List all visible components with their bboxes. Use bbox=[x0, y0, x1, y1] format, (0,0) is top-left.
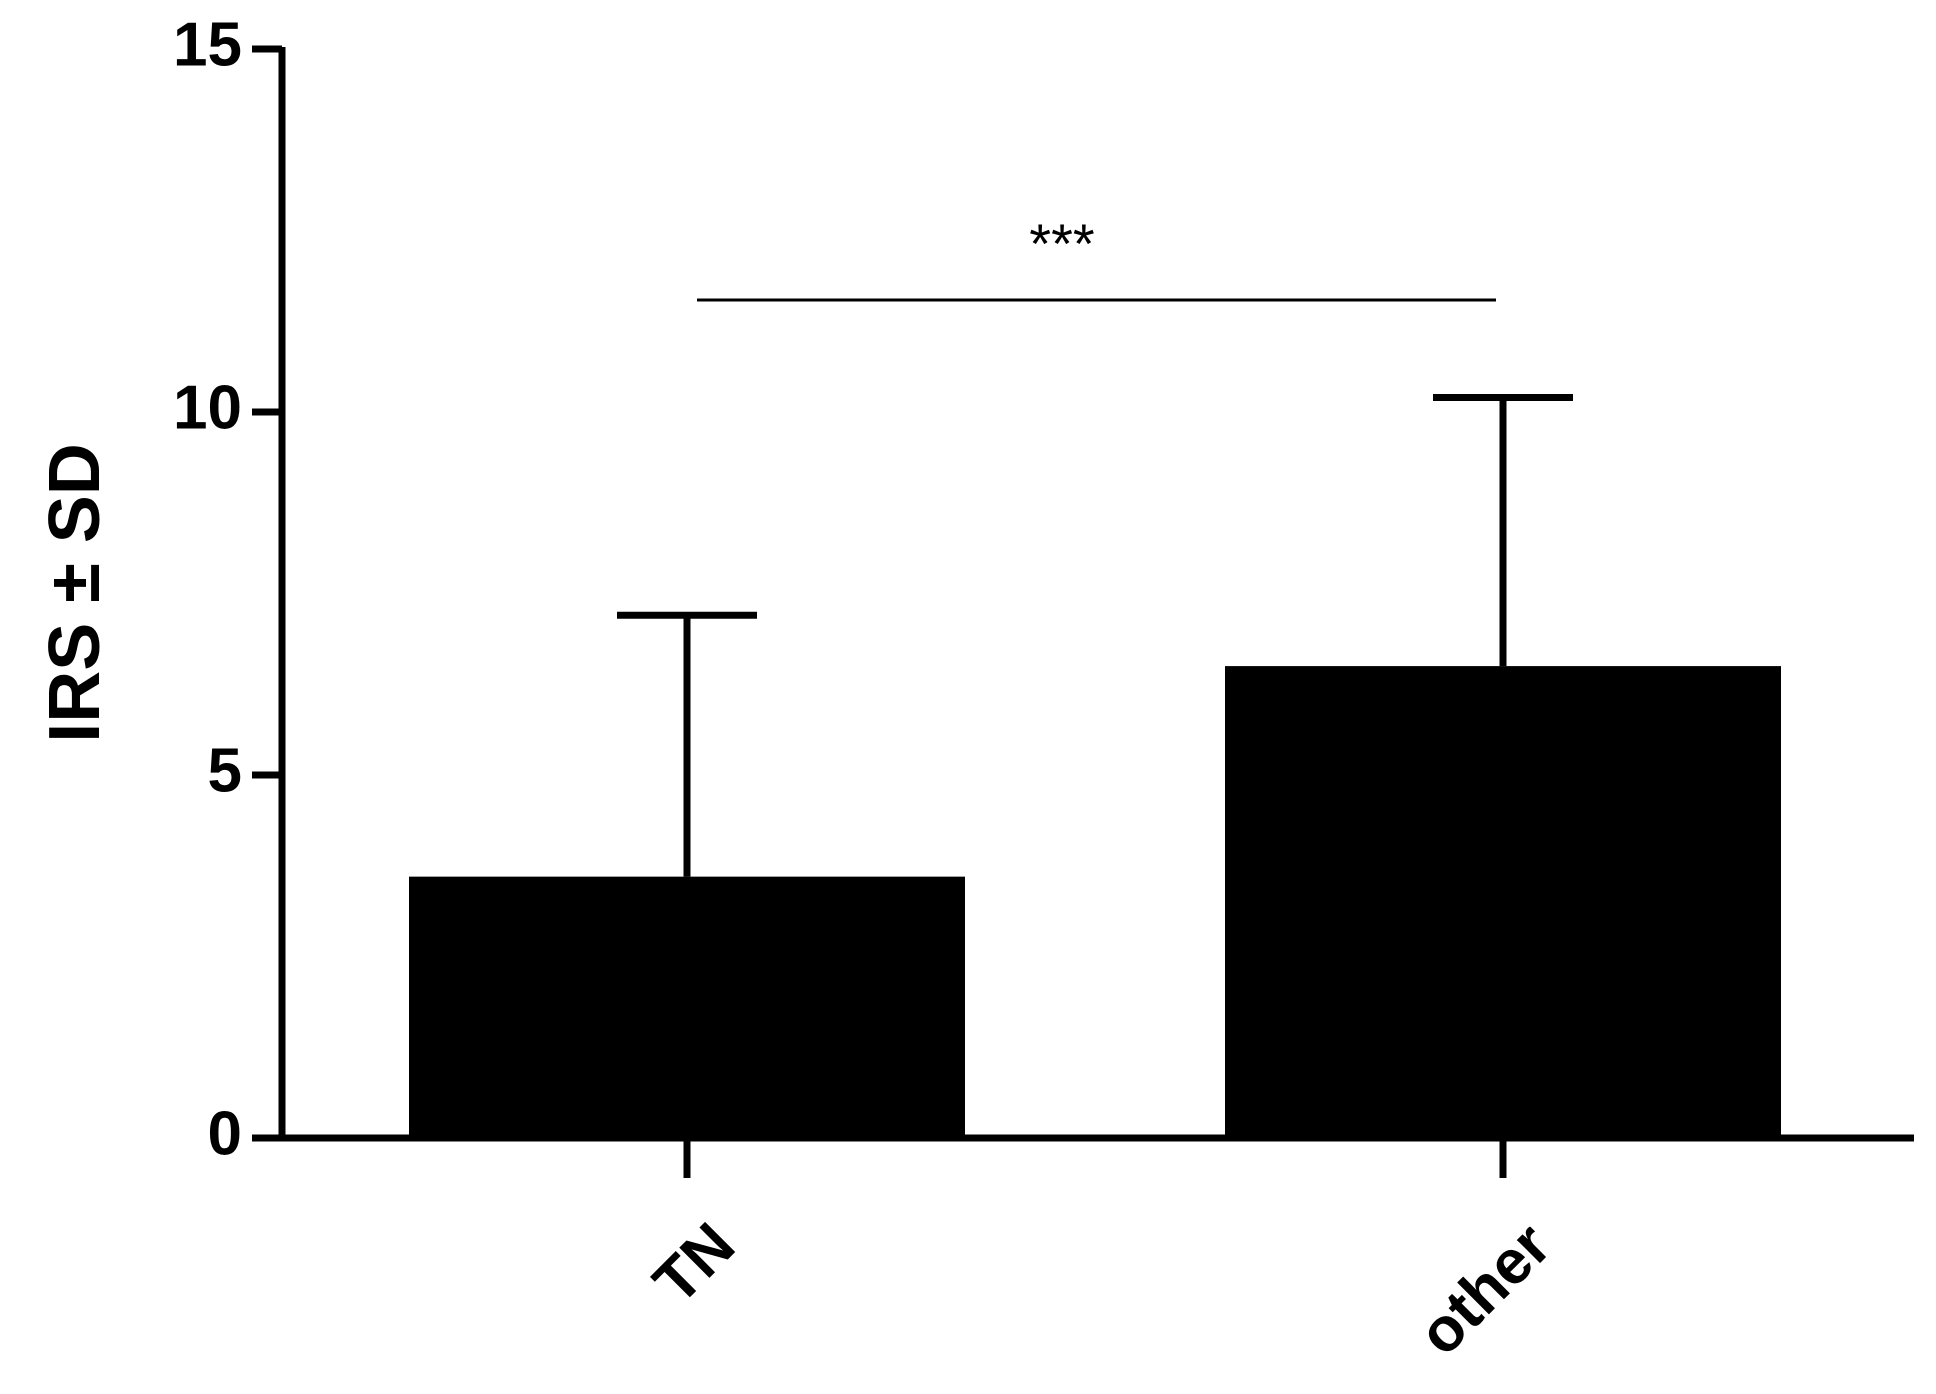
x-tick-label: TN bbox=[641, 1210, 748, 1317]
y-tick-label: 10 bbox=[173, 373, 242, 442]
significance-label: *** bbox=[1029, 212, 1094, 275]
bar bbox=[409, 876, 965, 1138]
x-tick-label: other bbox=[1406, 1210, 1564, 1368]
bar bbox=[1225, 666, 1781, 1138]
y-tick-label: 15 bbox=[173, 10, 242, 79]
y-axis-label: IRS ± SD bbox=[35, 443, 115, 743]
y-tick-label: 0 bbox=[208, 1099, 242, 1168]
y-tick-label: 5 bbox=[208, 736, 242, 805]
